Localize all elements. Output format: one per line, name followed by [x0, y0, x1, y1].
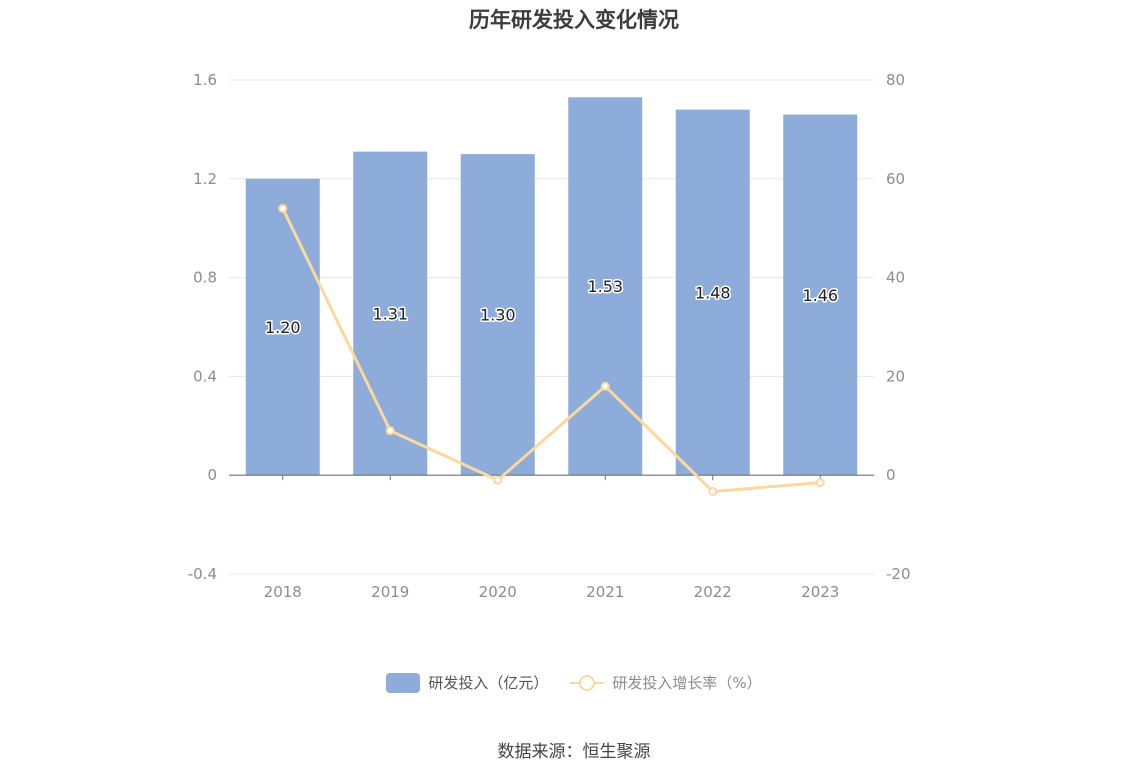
x-tick-label-2022: 2022: [694, 583, 732, 601]
x-tick-label-2021: 2021: [586, 583, 624, 601]
chart-area: -0.4 0 0.4 0.8 1.2 1.6 -20 0 20 40 60 80 2018 2019 202…: [188, 71, 911, 601]
data-labels: 1.20 1.31 1.30 1.53 1.48 1.46: [263, 276, 839, 339]
legend-item-rd-investment[interactable]: 研发投入（亿元）: [386, 672, 548, 693]
bar-value-label-2019: 1.31: [372, 304, 408, 323]
y-right-tick-label: 20: [886, 367, 905, 385]
grid-lines: [229, 79, 874, 575]
growth-point-2021: [600, 381, 610, 391]
x-tick-label-2023: 2023: [801, 583, 839, 601]
bar-2022: [675, 109, 750, 476]
bar-value-label-2022: 1.48: [695, 283, 731, 302]
bar-2023: [783, 114, 858, 476]
growth-point-2023: [815, 478, 825, 488]
y-right-tick-label: 80: [886, 71, 905, 89]
bar-2018: [245, 178, 320, 476]
growth-point-2022: [708, 487, 718, 497]
axes: -0.4 0 0.4 0.8 1.2 1.6 -20 0 20 40 60 80 2018 2019 202…: [188, 71, 911, 601]
y-left-tick-label: -0.4: [188, 565, 217, 583]
legend-bar-swatch: [386, 672, 421, 693]
bar-value-label-2018: 1.20: [265, 318, 301, 337]
y-right-tick-label: -20: [886, 565, 911, 583]
y-right-tick-label: 40: [886, 269, 905, 287]
legend: 研发投入（亿元） 研发投入增长率（%）: [0, 672, 1148, 693]
bar-value-label-2023: 1.46: [802, 286, 838, 305]
y-left-tick-label: 0.4: [193, 367, 217, 385]
legend-line-swatch: [570, 673, 605, 693]
x-tick-label-2020: 2020: [479, 583, 517, 601]
y-left-tick-label: 0: [207, 466, 217, 484]
bar-value-label-2021: 1.53: [587, 277, 623, 296]
legend-label-rd-investment: 研发投入（亿元）: [428, 674, 549, 692]
x-tick-label-2018: 2018: [264, 583, 302, 601]
bar-2019: [353, 151, 428, 476]
y-left-tick-label: 1.2: [193, 170, 217, 188]
chart-title: 历年研发投入变化情况: [469, 8, 679, 32]
bar-series: [245, 97, 858, 476]
line-series: [278, 203, 825, 497]
y-left-tick-label: 1.6: [193, 71, 217, 89]
source-note: 数据来源：恒生聚源: [497, 742, 651, 762]
bar-value-label-2020: 1.30: [480, 306, 516, 325]
y-right-tick-label: 60: [886, 170, 905, 188]
growth-rate-line: [281, 207, 821, 494]
bar-2020: [460, 154, 535, 476]
legend-label-growth-rate: 研发投入增长率（%）: [612, 674, 762, 692]
y-right-tick-label: 0: [886, 466, 896, 484]
growth-point-2019: [385, 426, 395, 436]
growth-point-2020: [493, 475, 503, 485]
x-tick-label-2019: 2019: [371, 583, 409, 601]
y-left-tick-label: 0.8: [193, 269, 217, 287]
growth-point-2018: [278, 203, 288, 213]
legend-item-growth-rate[interactable]: 研发投入增长率（%）: [570, 672, 762, 693]
